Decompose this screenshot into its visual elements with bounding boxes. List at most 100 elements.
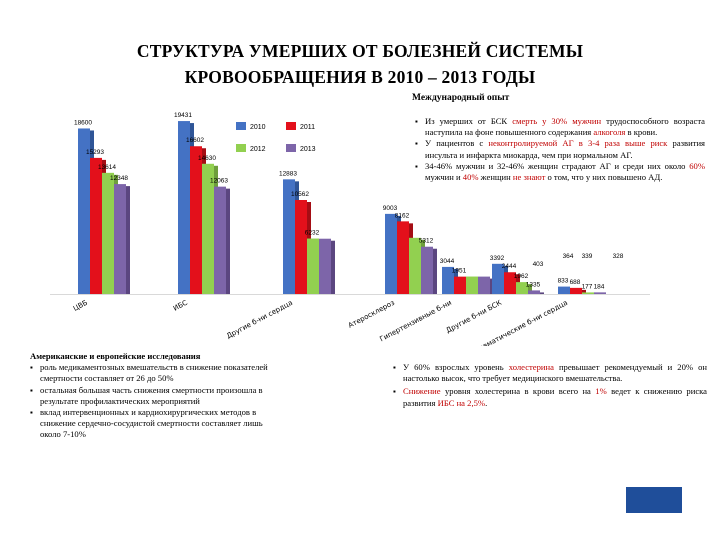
data-label: 14630: [198, 155, 216, 162]
bullet-text-segment: 40%: [462, 172, 479, 183]
data-label: 12348: [110, 175, 128, 182]
extra-value-label: 339: [582, 253, 593, 260]
bullet-text-segment: женщин: [478, 172, 513, 183]
bar-2013: [421, 246, 433, 294]
bullet-text-segment: уровня холестерина в крови всего на: [440, 386, 596, 397]
bar-2010: [385, 213, 397, 294]
bar-2013: [478, 276, 490, 294]
study-item: вклад интервенционных и кардиохирургичес…: [30, 407, 282, 441]
bullet-item: Снижение уровня холестерина в крови всег…: [393, 386, 707, 408]
data-label: 1962: [514, 273, 529, 280]
bar-2010: [442, 266, 454, 294]
data-label: 2444: [502, 263, 517, 270]
category-label: Атеросклероз: [347, 299, 396, 330]
decorative-box: [626, 487, 682, 513]
title-line-2: КРОВООБРАЩЕНИЯ В 2010 – 2013 ГОДЫ: [184, 67, 536, 87]
bullet-text-segment: неконтролируемой АГ в 3-4 раза выше риск: [488, 138, 668, 149]
study-item: остальная большая часть снижения смертно…: [30, 385, 282, 407]
bar-side: [126, 186, 130, 294]
data-label: 177: [582, 283, 593, 290]
bar-2013: [319, 238, 331, 294]
data-label: 1335: [526, 281, 541, 288]
bar-2013: [528, 290, 540, 294]
cholesterol-list: У 60% взрослых уровень холестерина превы…: [393, 362, 707, 409]
cholesterol-notes: У 60% взрослых уровень холестерина превы…: [393, 362, 707, 411]
data-label: 13614: [98, 164, 116, 171]
bullet-item: Из умерших от БСК смерть у 30% мужчин тр…: [415, 116, 705, 138]
bar-side: [226, 188, 230, 294]
data-label: 9003: [383, 205, 398, 212]
studies-list: роль медикаментозных вмешательств в сниж…: [30, 362, 282, 440]
extra-value-label: 328: [613, 253, 624, 260]
bar-2011: [190, 146, 202, 294]
bar-side: [540, 292, 544, 294]
bar-2010: [492, 263, 504, 294]
bullet-text-segment: алкоголя: [593, 127, 626, 138]
bullet-text-segment: Снижение: [403, 386, 441, 397]
category-label: Другие б-ни БСК: [445, 299, 503, 335]
bullet-text-segment: развития инсульта и инфаркта миокарда, ч…: [425, 138, 705, 160]
bullet-text-segment: 60%: [689, 160, 705, 171]
bullet-text-segment: смерть у 30% мужчин: [512, 116, 602, 126]
studies-block: Американские и европейские исследования …: [30, 351, 282, 441]
bar-2011: [295, 199, 307, 294]
data-label: 1951: [452, 268, 467, 275]
data-label: 3392: [490, 255, 505, 262]
data-label: 8162: [395, 212, 410, 219]
bullet-text-segment: холестерина: [508, 362, 554, 372]
bar-2013: [114, 184, 126, 294]
data-label: 15293: [86, 149, 104, 156]
bullet-text-segment: о том, что у них повышено АД.: [545, 172, 663, 183]
title-line-1: СТРУКТУРА УМЕРШИХ ОТ БОЛЕЗНЕЙ СИСТЕМЫ: [136, 41, 584, 61]
bar-2011: [570, 287, 582, 294]
data-label: 833: [558, 278, 569, 285]
legend-label: 2013: [300, 146, 316, 153]
bullet-text-segment: не знают: [512, 172, 546, 183]
bullet-text-segment: 34-46% мужчин и 32-46% женщин страдают А…: [425, 160, 690, 171]
bar-2013: [594, 292, 606, 294]
data-label: 184: [594, 283, 605, 290]
study-item: роль медикаментозных вмешательств в сниж…: [30, 362, 282, 384]
bullet-text-segment: У пациентов с: [425, 138, 489, 149]
mortality-bar-chart: 18600 15293 13614 12348 ЦВБ 19431 16602 14630 12…: [50, 108, 650, 346]
bar-2012: [409, 237, 421, 294]
category-label: ИБС: [172, 299, 189, 313]
data-label: 688: [570, 279, 581, 286]
data-label: 19431: [174, 112, 192, 119]
bar-2012: [516, 282, 528, 294]
legend-label: 2012: [250, 146, 266, 153]
bar-2010: [178, 121, 190, 294]
bullet-text-segment: превышает рекомендуемый и 20% он настоль…: [403, 362, 707, 384]
bar-2011: [504, 272, 516, 294]
bar-2012: [202, 163, 214, 294]
bullet-text-segment: ИБС на 2,5%: [437, 397, 486, 408]
data-label: 12883: [279, 170, 297, 177]
bar-2011: [454, 276, 466, 294]
bar-2010: [283, 179, 295, 294]
bullet-item: 34-46% мужчин и 32-46% женщин страдают А…: [415, 161, 705, 183]
bar-2012: [466, 276, 478, 294]
international-experience-notes: Из умерших от БСК смерть у 30% мужчин тр…: [415, 116, 705, 183]
studies-heading: Американские и европейские исследования: [30, 351, 201, 361]
data-label: 5312: [419, 238, 434, 245]
extra-value-label: 403: [533, 261, 544, 268]
chart-svg: 18600 15293 13614 12348 ЦВБ 19431 16602 14630 12…: [50, 112, 650, 346]
category-label: ЦВБ: [72, 299, 89, 313]
legend-label: 2011: [300, 124, 315, 131]
bullet-text-segment: мужчин и: [425, 172, 463, 183]
bullet-text-segment: 1%: [595, 386, 607, 397]
data-label: 3044: [440, 258, 455, 265]
data-label: 18600: [74, 119, 92, 126]
notes-list: Из умерших от БСК смерть у 30% мужчин тр…: [415, 116, 705, 183]
page-title: СТРУКТУРА УМЕРШИХ ОТ БОЛЕЗНЕЙ СИСТЕМЫ КР…: [0, 38, 720, 90]
bullet-item: У 60% взрослых уровень холестерина превы…: [393, 362, 707, 384]
bar-2012: [307, 238, 319, 294]
bar-2013: [214, 186, 226, 294]
extra-value-label: 364: [563, 253, 574, 260]
legend-label: 2010: [250, 124, 266, 131]
bullet-text-segment: трудоспособного возраста наступила на фо…: [425, 116, 705, 138]
legend-swatch-2011: [286, 122, 296, 130]
bar-2010: [78, 128, 90, 294]
bar-side: [331, 240, 335, 294]
section-label: Международный опыт: [412, 93, 510, 103]
